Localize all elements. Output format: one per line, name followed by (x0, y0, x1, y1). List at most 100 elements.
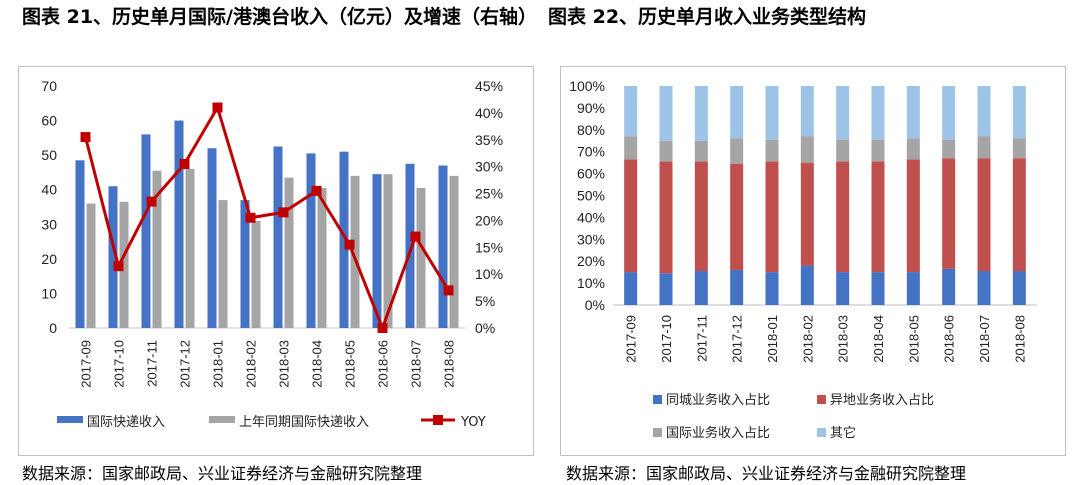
stacked-bar-segment-4 (730, 86, 744, 139)
stacked-bar-segment-1 (659, 273, 673, 305)
x-axis-category-label: 2018-02 (800, 315, 815, 363)
stacked-bar-segment-3 (977, 136, 991, 159)
right-axis-tick-label: 30% (475, 159, 503, 175)
left-axis-tick-label: 40 (41, 182, 57, 198)
x-axis-category-label: 2018-05 (906, 315, 921, 363)
stacked-bar-segment-4 (659, 86, 673, 141)
bar-international-revenue (174, 120, 184, 328)
x-axis-category-label: 2018-06 (942, 315, 957, 363)
bar-prior-year-revenue (284, 177, 294, 328)
x-axis-category-label: 2017-10 (659, 315, 674, 363)
stacked-bar-segment-3 (800, 136, 814, 163)
stacked-bar-segment-1 (624, 272, 638, 305)
stacked-bar-segment-2 (977, 158, 991, 272)
x-axis-category-label: 2017-09 (79, 340, 94, 388)
x-axis-category-label: 2018-04 (310, 340, 325, 388)
bar-prior-year-revenue (449, 175, 459, 328)
y-axis-tick-label: 10% (577, 275, 605, 291)
right-axis-tick-label: 10% (475, 266, 503, 282)
right-axis-tick-label: 45% (475, 78, 503, 94)
bar-prior-year-revenue (119, 201, 129, 328)
bar-international-revenue (438, 165, 448, 328)
stacked-bar-segment-1 (836, 272, 850, 305)
right-axis-tick-label: 35% (475, 132, 503, 148)
combo-bar-line-chart: 0 10 20 30 40 50 60 70 0% 5% 10% 15% 20% 25% 30% 35% 40%… (41, 78, 503, 430)
y-axis-tick-label: 50% (577, 188, 605, 204)
x-axis-category-label: 2018-07 (409, 340, 424, 388)
left-axis-tick-label: 0 (49, 320, 57, 336)
x-axis-category-label: 2018-03 (277, 340, 292, 388)
legend-swatch-4 (817, 428, 826, 437)
bar-international-revenue (372, 174, 382, 328)
yoy-marker (245, 212, 256, 223)
yoy-marker (311, 185, 322, 196)
stacked-bar-segment-4 (800, 86, 814, 137)
stacked-bar-segment-3 (1012, 138, 1026, 159)
stacked-bar-segment-4 (836, 86, 850, 140)
yoy-marker (179, 158, 190, 169)
stacked-bar-segment-3 (659, 140, 673, 162)
bar-international-revenue (273, 146, 283, 328)
stacked-bar-segment-3 (730, 138, 744, 164)
y-axis-tick-label: 0% (585, 297, 605, 313)
chart-left-title: 图表 21、历史单月国际/港澳台收入（亿元）及增速（右轴） (22, 6, 537, 28)
bar-international-revenue (306, 153, 316, 328)
y-axis-tick-label: 70% (577, 144, 605, 160)
x-axis-category-label: 2018-04 (871, 315, 886, 363)
stacked-bar-segment-2 (659, 161, 673, 274)
legend-swatch-3 (653, 428, 662, 437)
bar-international-revenue (405, 163, 415, 328)
x-axis-category-label: 2017-12 (730, 315, 745, 363)
yoy-marker (113, 261, 124, 272)
x-axis-category-label: 2018-03 (836, 315, 851, 363)
bar-prior-year-revenue (86, 203, 96, 328)
stacked-percent-bar-chart: 0% 10% 20% 30% 40% 50% 60% 70% 80% 90% 100% 2017-09… (569, 78, 1037, 441)
stacked-bar-segment-4 (977, 86, 991, 137)
chart-right-frame: 0% 10% 20% 30% 40% 50% 60% 70% 80% 90% 100% 2017-09… (560, 66, 1066, 456)
legend-label-3: 国际业务收入占比 (666, 425, 770, 441)
stacked-bar-segment-2 (871, 161, 885, 273)
y-axis-tick-label: 90% (577, 100, 605, 116)
y-axis-tick-label: 100% (569, 78, 605, 94)
bar-prior-year-revenue (251, 220, 261, 328)
y-axis-tick-label: 30% (577, 231, 605, 247)
yoy-marker (344, 239, 355, 250)
stacked-bar-segment-3 (871, 139, 885, 162)
stacked-bar-segment-3 (942, 139, 956, 159)
legend-swatch-2 (817, 395, 826, 404)
y-axis-tick-label: 40% (577, 209, 605, 225)
stacked-bar-segment-3 (624, 136, 638, 160)
stacked-bar-segment-3 (906, 138, 920, 160)
right-axis-tick-label: 15% (475, 239, 503, 255)
stacked-bar-segment-2 (730, 163, 744, 270)
stacked-bar-segment-4 (1012, 86, 1026, 139)
yoy-marker (278, 207, 289, 218)
legend-label-yoy: YOY (460, 415, 486, 430)
x-axis-category-label: 2018-08 (442, 340, 457, 388)
yoy-marker (146, 196, 157, 207)
stacked-bar-segment-4 (694, 86, 708, 141)
x-axis-category-label: 2017-09 (624, 315, 639, 363)
stacked-bar-segment-1 (906, 272, 920, 305)
yoy-line (84, 103, 450, 333)
x-axis-category-label: 2018-02 (244, 340, 259, 388)
bar-international-revenue (207, 148, 217, 328)
yoy-marker (80, 132, 91, 143)
legend-swatch-international-revenue (57, 416, 83, 423)
legend-label-international-revenue: 国际快递收入 (87, 415, 165, 430)
y-axis-tick-label: 20% (577, 253, 605, 269)
stacked-bar-segment-4 (871, 86, 885, 140)
stacked-bar-segment-3 (694, 140, 708, 162)
stacked-bar-segment-4 (624, 86, 638, 137)
stacked-bar-segment-2 (694, 161, 708, 272)
yoy-marker (377, 323, 388, 333)
right-axis-tick-label: 20% (475, 212, 503, 228)
x-axis-category-label: 2018-07 (977, 315, 992, 363)
bar-international-revenue (75, 160, 85, 328)
source-note-left: 数据来源：国家邮政局、兴业证券经济与金融研究院整理 (22, 464, 423, 483)
x-axis-category-label: 2017-10 (112, 340, 127, 388)
y-axis-tick-label: 80% (577, 122, 605, 138)
x-axis-category-label: 2017-11 (145, 340, 160, 387)
bar-international-revenue (141, 134, 151, 328)
right-axis-tick-label: 25% (475, 186, 503, 202)
